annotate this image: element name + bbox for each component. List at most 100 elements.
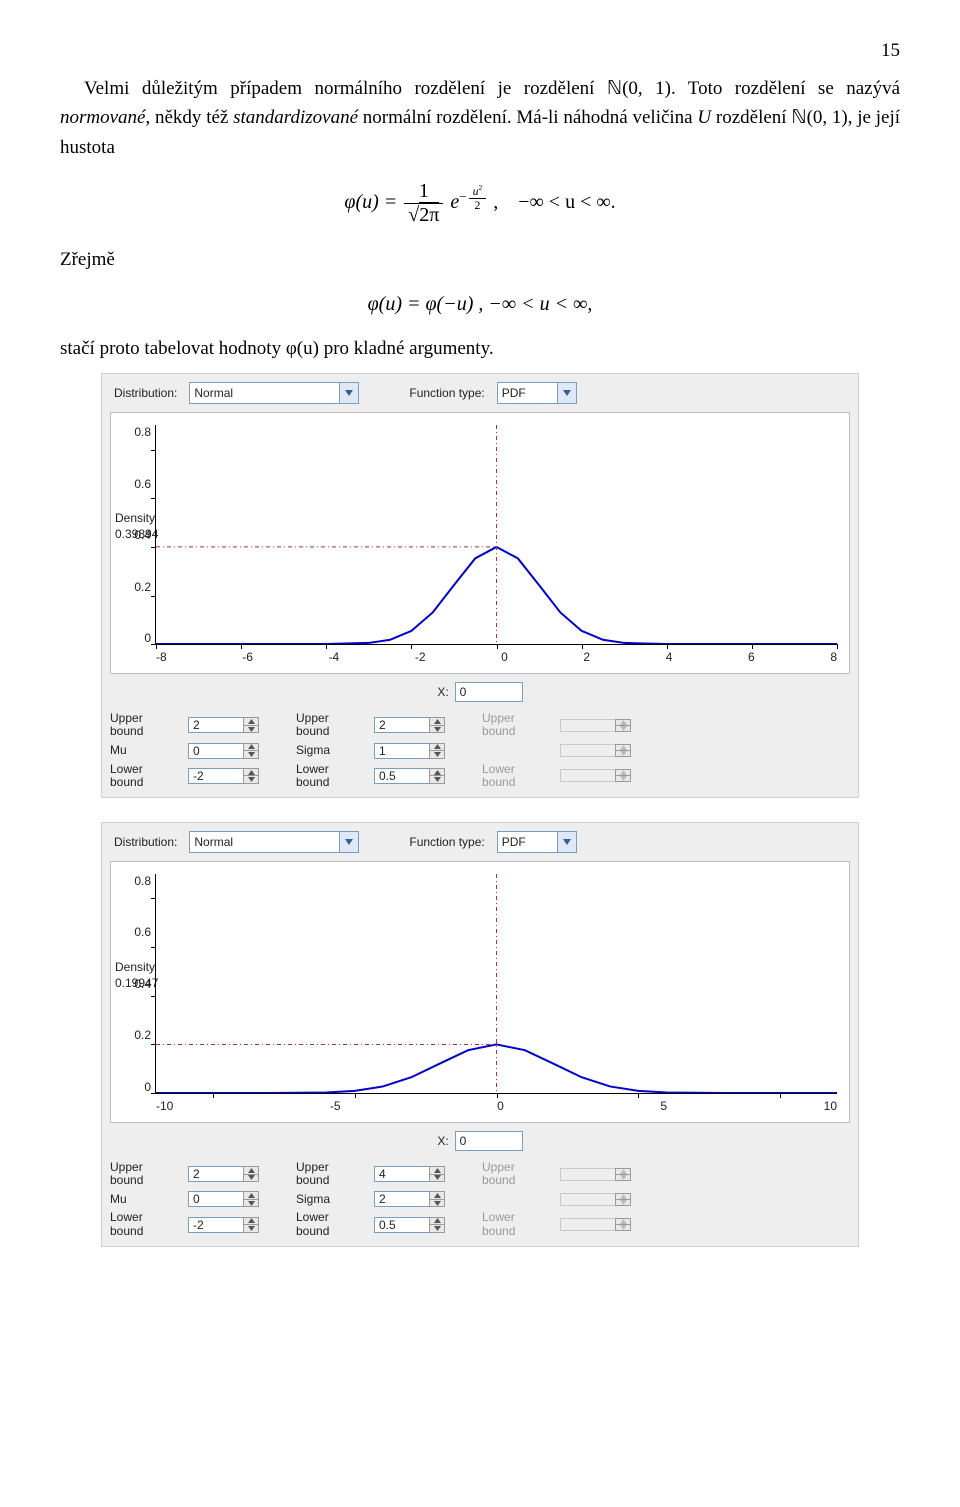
sigma-label: Sigma xyxy=(296,744,356,757)
pdf-curve xyxy=(156,874,837,1093)
italic-term: standardizované xyxy=(233,107,358,128)
spin-up-icon[interactable] xyxy=(429,717,445,725)
upper-bound-label: Upper bound xyxy=(110,1161,170,1187)
mu-input[interactable]: 0 xyxy=(188,1191,278,1207)
spin-down-icon[interactable] xyxy=(429,775,445,784)
sigma-input[interactable]: 1 xyxy=(374,743,464,759)
e: e xyxy=(450,191,459,213)
distribution-select[interactable]: Normal xyxy=(189,831,359,853)
blackboard-n: ℕ xyxy=(607,78,622,99)
mu-label: Mu xyxy=(110,744,170,757)
exponent: −u22 xyxy=(459,189,488,204)
numerator: 1 xyxy=(404,180,443,204)
mu-upper-bound-input[interactable]: 2 xyxy=(188,717,278,733)
function-type-label: Function type: xyxy=(405,384,488,402)
x-axis-labels: -8-6-4-202468 xyxy=(156,650,837,664)
text: rozdělení xyxy=(711,107,791,128)
sigma-upper-bound-input[interactable]: 4 xyxy=(374,1166,464,1182)
mu-lower-bound-input[interactable]: -2 xyxy=(188,768,278,784)
spin-up-icon[interactable] xyxy=(429,1166,445,1174)
function-type-select[interactable]: PDF xyxy=(497,831,577,853)
text: Velmi důležitým případem normálního rozd… xyxy=(84,78,607,99)
sqrt-arg: 2π xyxy=(419,202,439,226)
mu-lower-bound-input[interactable]: -2 xyxy=(188,1217,278,1233)
parameter-grid: Upper bound 2 Upper bound 2 Upper bound … xyxy=(110,712,850,789)
upper-bound-label-disabled: Upper bound xyxy=(482,1161,542,1187)
distribution-label: Distribution: xyxy=(110,833,181,851)
sigma-lower-bound-input[interactable]: 0.5 xyxy=(374,768,464,784)
distribution-value: Normal xyxy=(194,835,233,849)
sigma-input[interactable]: 2 xyxy=(374,1191,464,1207)
paragraph-2: stačí proto tabelovat hodnoty φ(u) pro k… xyxy=(60,334,900,363)
spin-down-icon[interactable] xyxy=(429,750,445,759)
param3-input xyxy=(560,744,650,757)
chevron-down-icon xyxy=(339,383,358,403)
spin-up-icon[interactable] xyxy=(243,1166,259,1174)
spin-down-icon[interactable] xyxy=(243,1199,259,1208)
distribution-label: Distribution: xyxy=(110,384,181,402)
eq2-text: φ(u) = φ(−u) , −∞ < u < ∞, xyxy=(368,293,593,315)
mu-upper-bound-input[interactable]: 2 xyxy=(188,1166,278,1182)
text: (0, 1). Toto rozdělení se nazývá xyxy=(622,78,900,99)
controls-top: Distribution: Normal Function type: PDF xyxy=(110,831,850,853)
x-input[interactable]: 0 xyxy=(455,1131,523,1151)
param3-lower-bound-input xyxy=(560,769,650,782)
param3-upper-bound-input xyxy=(560,719,650,732)
spin-up-icon[interactable] xyxy=(429,1217,445,1225)
spin-down-icon[interactable] xyxy=(429,1174,445,1183)
lower-bound-label: Lower bound xyxy=(110,763,170,789)
disttool-panel-1: Distribution: Normal Function type: PDF … xyxy=(101,373,859,798)
page-number: 15 xyxy=(60,40,900,62)
function-type-select[interactable]: PDF xyxy=(497,382,577,404)
text: , někdy též xyxy=(145,107,233,128)
function-type-value: PDF xyxy=(502,835,526,849)
spin-down-icon[interactable] xyxy=(429,725,445,734)
spin-up-icon[interactable] xyxy=(243,717,259,725)
distribution-value: Normal xyxy=(194,386,233,400)
upper-bound-label: Upper bound xyxy=(296,1161,356,1187)
paragraph-1: Velmi důležitým případem normálního rozd… xyxy=(60,74,900,162)
spin-up-icon[interactable] xyxy=(429,768,445,776)
param3-lower-bound-input xyxy=(560,1218,650,1231)
density-value: 0.19947 xyxy=(115,976,158,992)
plot-area[interactable]: -8-6-4-202468 xyxy=(155,425,837,645)
distribution-select[interactable]: Normal xyxy=(189,382,359,404)
fraction: 1 √2π xyxy=(404,180,443,227)
plot-area[interactable]: -10-50510 xyxy=(155,874,837,1094)
x-input-row: X: 0 xyxy=(110,682,850,702)
x-input-row: X: 0 xyxy=(110,1131,850,1151)
spin-down-icon[interactable] xyxy=(429,1199,445,1208)
spin-up-icon[interactable] xyxy=(243,1217,259,1225)
upper-bound-label: Upper bound xyxy=(110,712,170,738)
density-readout: Density 0.19947 xyxy=(115,960,158,991)
function-type-label: Function type: xyxy=(405,833,488,851)
upper-bound-label-disabled: Upper bound xyxy=(482,712,542,738)
eq-range: , xyxy=(493,191,518,213)
chevron-down-icon xyxy=(339,832,358,852)
mu-input[interactable]: 0 xyxy=(188,743,278,759)
spin-up-icon[interactable] xyxy=(243,768,259,776)
sigma-upper-bound-input[interactable]: 2 xyxy=(374,717,464,733)
density-readout: Density 0.39894 xyxy=(115,511,158,542)
zrejme-label: Zřejmě xyxy=(60,245,900,274)
density-label: Density xyxy=(115,960,158,976)
chart-container: Density 0.19947 0.80.60.40.20 -10-50510 xyxy=(110,861,850,1123)
lower-bound-label-disabled: Lower bound xyxy=(482,1211,542,1237)
spin-down-icon[interactable] xyxy=(243,750,259,759)
spin-up-icon[interactable] xyxy=(429,1191,445,1199)
spin-down-icon[interactable] xyxy=(243,725,259,734)
spin-down-icon[interactable] xyxy=(243,1174,259,1183)
spin-up-icon[interactable] xyxy=(243,1191,259,1199)
spin-up-icon[interactable] xyxy=(429,743,445,751)
equation-density: φ(u) = 1 √2π e−u22 , −∞ < u < ∞. xyxy=(60,180,900,227)
spin-down-icon[interactable] xyxy=(429,1224,445,1233)
chevron-down-icon xyxy=(557,383,576,403)
disttool-panel-2: Distribution: Normal Function type: PDF … xyxy=(101,822,859,1247)
spin-down-icon[interactable] xyxy=(243,775,259,784)
chart-container: Density 0.39894 0.80.60.40.20 -8-6-4-202… xyxy=(110,412,850,674)
spin-up-icon[interactable] xyxy=(243,743,259,751)
sigma-lower-bound-input[interactable]: 0.5 xyxy=(374,1217,464,1233)
eq-lhs: φ(u) = xyxy=(344,191,402,213)
x-input[interactable]: 0 xyxy=(455,682,523,702)
spin-down-icon[interactable] xyxy=(243,1224,259,1233)
